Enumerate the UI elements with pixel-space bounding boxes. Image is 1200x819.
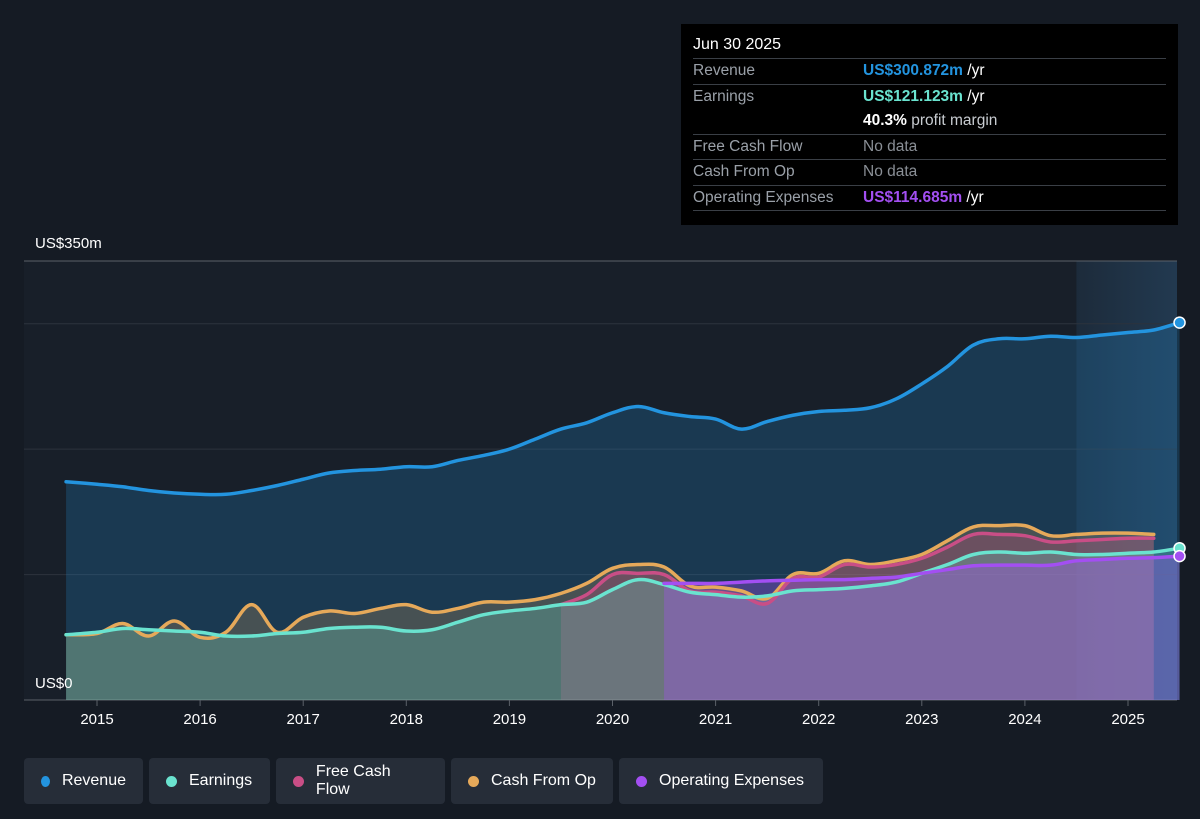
cash-from-op-dot-icon (468, 775, 479, 787)
tooltip-label: Earnings (693, 87, 755, 105)
gridlines (24, 260, 1177, 701)
tooltip-date: Jun 30 2025 (693, 36, 782, 53)
operating-expenses-end-marker (1173, 549, 1186, 563)
tooltip-value: US$300.872m (863, 62, 963, 80)
x-tick-label: 2016 (183, 711, 216, 728)
legend-item-operating-expenses[interactable]: Operating Expenses (619, 758, 823, 804)
legend-label: Earnings (189, 772, 253, 789)
x-tick-label: 2025 (1111, 711, 1144, 728)
legend-item-earnings[interactable]: Earnings (149, 758, 270, 804)
x-tick-label: 2024 (1008, 711, 1041, 728)
x-tick-label: 2022 (802, 711, 835, 728)
tooltip-row-revenue: Revenue US$300.872m /yr (693, 58, 1166, 84)
tooltip-label: Cash From Op (693, 163, 795, 181)
x-tick-label: 2019 (493, 711, 526, 728)
tooltip-row-earnings: Earnings US$121.123m /yr (693, 83, 1166, 110)
revenue-end-marker (1173, 316, 1186, 329)
x-tick-label: 2017 (287, 711, 320, 728)
tooltip-value: No data (863, 137, 918, 155)
tooltip-value: US$114.685m (863, 188, 963, 206)
free-cash-flow-dot-icon (293, 775, 304, 787)
tooltip-row-cash-from-op: Cash From Op No data (693, 159, 1166, 185)
x-tick-label: 2021 (699, 711, 732, 728)
operating-expenses-line (662, 554, 1182, 586)
tooltip-value: No data (863, 163, 918, 181)
tooltip-suffix: /yr (962, 87, 985, 105)
tooltip-suffix: profit margin (906, 112, 998, 130)
chart-legend: Revenue Earnings Free Cash Flow Cash Fro… (24, 758, 823, 804)
free-cash-flow-line (559, 531, 1156, 607)
tooltip-value: US$121.123m (863, 87, 963, 105)
tooltip-label: Operating Expenses (693, 188, 834, 206)
series-end-markers (1173, 316, 1186, 563)
plot-background (24, 261, 1177, 700)
tooltip-row-profit-margin: 40.3% profit margin (693, 109, 1166, 134)
legend-label: Operating Expenses (659, 772, 804, 789)
series-lines (64, 320, 1182, 640)
legend-label: Cash From Op (491, 772, 596, 789)
x-axis-ticks: 2015 2016 2017 2018 2019 2020 2021 2022 2023 2024… (80, 700, 1145, 728)
y-axis-top-label: US$350m (35, 235, 102, 252)
tooltip-suffix: /yr (962, 188, 984, 206)
operating-expenses-dot-icon (636, 775, 647, 787)
x-tick-label: 2020 (596, 711, 629, 728)
data-tooltip: Jun 30 2025 Revenue US$300.872m /yr Earn… (681, 24, 1178, 225)
free-cash-flow-area (560, 533, 1154, 700)
cash-from-op-area (66, 524, 1154, 700)
x-tick-label: 2015 (80, 711, 113, 728)
revenue-dot-icon (41, 775, 50, 787)
legend-label: Free Cash Flow (315, 763, 391, 798)
revenue-line (64, 320, 1182, 497)
legend-item-free-cash-flow[interactable]: Free Cash Flow (276, 758, 445, 804)
cash-from-op-line (64, 523, 1156, 640)
x-tick-label: 2018 (390, 711, 423, 728)
legend-label: Revenue (61, 772, 126, 789)
y-axis-bottom-label: US$0 (35, 675, 73, 692)
earnings-dot-icon (166, 775, 177, 787)
series-areas (66, 322, 1180, 700)
earnings-area (66, 548, 1180, 700)
tooltip-row-free-cash-flow: Free Cash Flow No data (693, 133, 1166, 160)
earnings-line (64, 546, 1182, 639)
tooltip-suffix: /yr (962, 62, 985, 80)
tooltip-label: Revenue (693, 62, 756, 80)
legend-item-cash-from-op[interactable]: Cash From Op (451, 758, 613, 804)
tooltip-row-operating-expenses: Operating Expenses US$114.685m /yr (693, 184, 1166, 211)
tooltip-label: Free Cash Flow (693, 137, 803, 155)
revenue-area (66, 322, 1180, 700)
legend-item-revenue[interactable]: Revenue (24, 758, 143, 804)
x-tick-label: 2023 (905, 711, 938, 728)
tooltip-value: 40.3% (863, 112, 907, 130)
